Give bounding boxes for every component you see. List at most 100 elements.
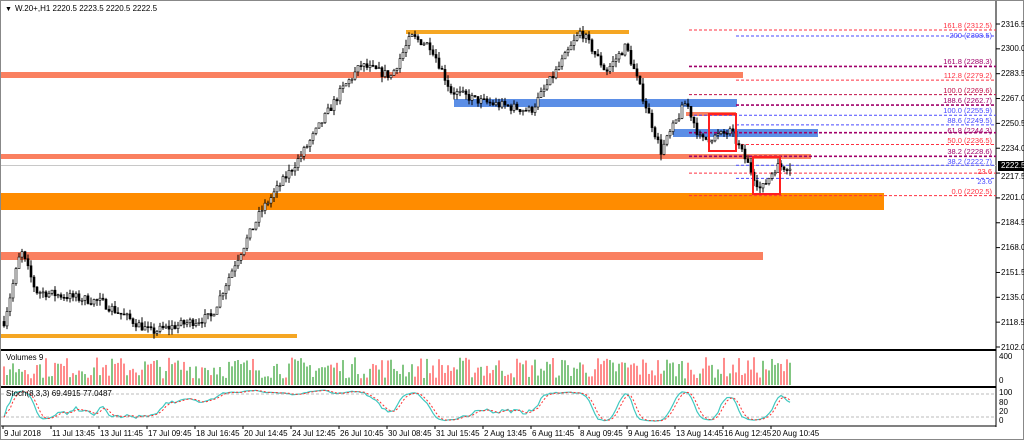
bull-candle (662, 143, 666, 155)
time-tick-label: 18 Jul 16:45 (196, 429, 240, 438)
bull-candle (83, 295, 87, 301)
bear-candle (284, 176, 288, 179)
bull-candle (548, 76, 552, 86)
time-tick-label: 8 Aug 09:45 (580, 429, 623, 438)
time-tick-label: 2 Aug 13:45 (484, 429, 527, 438)
price-tick-label: 2234.0 (1001, 143, 1024, 153)
bull-candle (572, 39, 576, 46)
bull-candle (347, 79, 351, 85)
bear-candle (686, 103, 690, 107)
bear-candle (629, 50, 633, 65)
support-zone (1, 252, 763, 260)
bull-candle (362, 63, 366, 67)
bull-candle (14, 268, 18, 284)
bull-candle (263, 202, 267, 211)
bull-candle (788, 168, 792, 171)
bull-candle (137, 322, 141, 328)
bull-candle (557, 65, 561, 70)
fib-level-label: 23.6 (977, 177, 992, 187)
bull-candle (368, 64, 372, 68)
bull-candle (5, 311, 9, 327)
bull-candle (395, 68, 399, 71)
bear-candle (692, 116, 696, 124)
bull-candle (293, 167, 297, 172)
bear-candle (128, 313, 132, 320)
bull-candle (608, 65, 612, 72)
bear-candle (437, 57, 441, 69)
bear-candle (737, 143, 741, 146)
time-tick-label: 6 Aug 11:45 (532, 429, 575, 438)
time-tick-label: 9 Jul 2018 (4, 429, 41, 438)
stoch-axis-20: 20 (999, 407, 1008, 416)
bull-candle (281, 176, 285, 186)
bear-candle (524, 109, 528, 112)
volumes-label: Volumes 9 (6, 353, 44, 362)
bull-candle (20, 251, 24, 258)
bear-candle (467, 94, 471, 101)
bull-candle (458, 90, 462, 93)
bear-candle (413, 34, 417, 37)
bear-candle (659, 139, 663, 155)
time-tick-label: 9 Aug 16:45 (628, 429, 671, 438)
price-tick-label: 2184.5 (1001, 218, 1024, 228)
bull-candle (320, 122, 324, 124)
bear-candle (452, 92, 456, 95)
bear-candle (440, 68, 444, 70)
bear-candle (32, 276, 36, 288)
bear-candle (2, 321, 6, 327)
bear-candle (122, 313, 126, 316)
bull-candle (248, 228, 252, 239)
bear-candle (635, 68, 639, 77)
bear-candle (107, 308, 111, 312)
bull-candle (392, 69, 396, 76)
bear-candle (656, 136, 660, 141)
bull-candle (110, 305, 114, 312)
bear-candle (518, 109, 522, 113)
stoch-main-line (3, 389, 791, 422)
volume-axis-min: 0 (999, 376, 1004, 385)
bull-candle (239, 254, 243, 261)
bull-candle (194, 323, 198, 326)
bull-candle (389, 75, 393, 78)
bear-candle (476, 96, 480, 104)
bear-candle (746, 158, 750, 163)
bear-candle (689, 106, 693, 118)
dropdown-arrow-icon[interactable]: ▼ (5, 6, 12, 13)
bull-candle (398, 58, 402, 69)
bull-candle (317, 122, 321, 129)
bull-candle (554, 69, 558, 79)
bull-candle (47, 293, 51, 298)
bear-candle (200, 321, 204, 324)
bear-candle (23, 251, 27, 259)
bull-candle (332, 99, 336, 111)
volume-axis-max: 400 (999, 352, 1013, 361)
bull-candle (305, 146, 309, 148)
fib-level-label: 161.8 (2312.5) (943, 21, 992, 31)
bear-candle (731, 128, 735, 132)
bear-candle (335, 99, 339, 102)
time-tick-label: 13 Jul 11:45 (100, 429, 143, 438)
bear-candle (515, 103, 519, 110)
bull-candle (716, 133, 720, 136)
fib-level-label: 200 (2308.5) (949, 31, 992, 41)
bull-candle (221, 293, 225, 297)
bull-candle (215, 306, 219, 315)
price-tick-label: 2118.5 (1001, 317, 1024, 327)
bear-candle (485, 98, 489, 103)
bull-candle (257, 211, 261, 223)
bear-candle (167, 325, 171, 330)
price-tick-label: 2201.0 (1001, 193, 1024, 203)
bull-candle (776, 163, 780, 173)
bull-candle (314, 127, 318, 134)
bull-candle (218, 295, 222, 308)
bull-candle (500, 101, 504, 108)
bull-candle (773, 172, 777, 175)
bull-candle (674, 119, 678, 124)
bull-candle (566, 49, 570, 54)
stoch-axis-80: 80 (999, 398, 1008, 407)
fib-level-label: 38.2 (2222.7) (947, 157, 992, 167)
bear-candle (488, 101, 492, 104)
bull-candle (455, 91, 459, 95)
